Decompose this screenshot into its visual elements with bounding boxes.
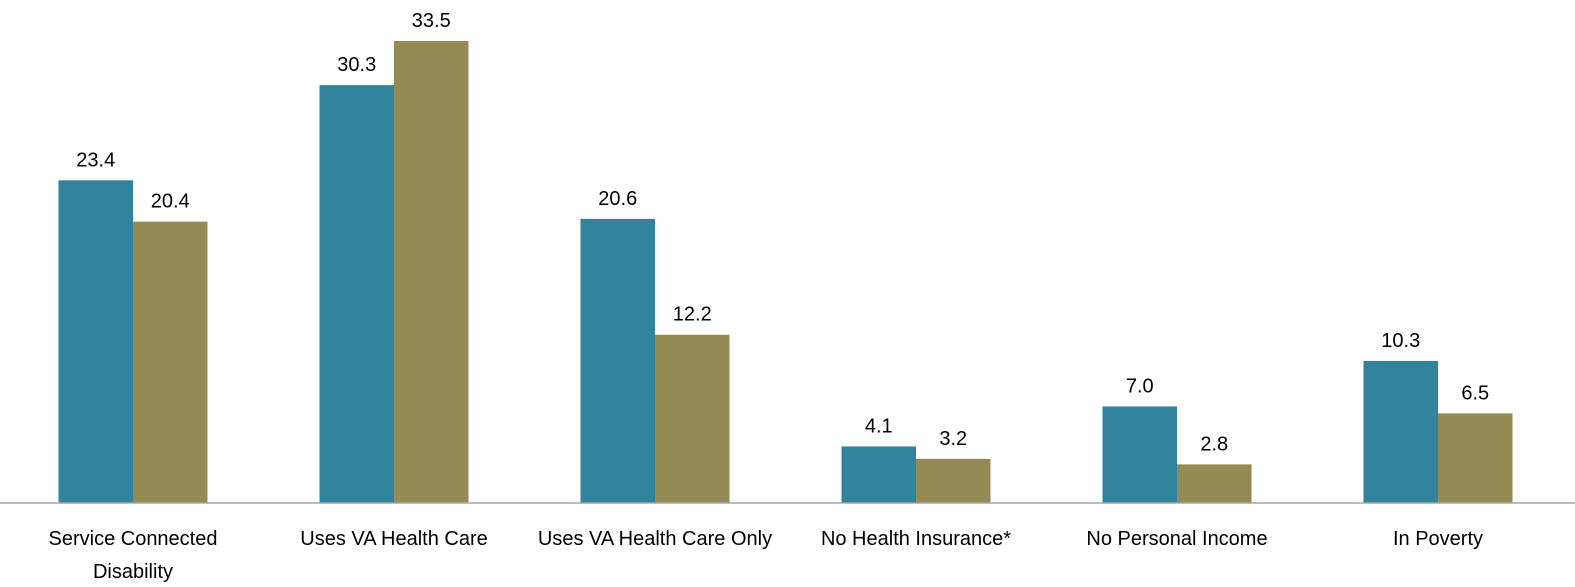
value-label: 33.5 — [412, 10, 451, 32]
value-label: 4.1 — [865, 415, 893, 437]
bar — [580, 218, 655, 503]
x-tick-label: Uses VA Health Care — [300, 528, 488, 550]
value-label: 23.4 — [76, 149, 115, 171]
bar — [1177, 464, 1252, 503]
value-label: 12.2 — [673, 304, 712, 326]
bar — [58, 180, 133, 503]
bar — [1438, 413, 1513, 503]
value-label: 6.5 — [1461, 382, 1489, 404]
bar — [133, 221, 208, 504]
bar — [319, 85, 394, 503]
x-tick-label: No Personal Income — [1086, 528, 1268, 550]
x-tick-label: Uses VA Health Care Only — [537, 528, 773, 550]
bar — [1102, 406, 1177, 503]
x-tick-label: In Poverty — [1392, 528, 1484, 550]
value-label: 20.6 — [598, 188, 637, 210]
value-label: 2.8 — [1200, 433, 1228, 455]
x-tick-label: Service Connected Disability — [48, 528, 218, 583]
bar — [1363, 360, 1438, 503]
bar — [394, 40, 469, 503]
value-label: 7.0 — [1126, 375, 1154, 397]
value-label: 3.2 — [939, 428, 967, 450]
bar — [655, 334, 730, 503]
bar — [841, 446, 916, 503]
value-label: 10.3 — [1381, 330, 1420, 352]
value-label: 20.4 — [151, 191, 190, 213]
bar — [916, 458, 991, 503]
x-tick-label: No Health Insurance* — [820, 528, 1012, 550]
value-label: 30.3 — [337, 54, 376, 76]
